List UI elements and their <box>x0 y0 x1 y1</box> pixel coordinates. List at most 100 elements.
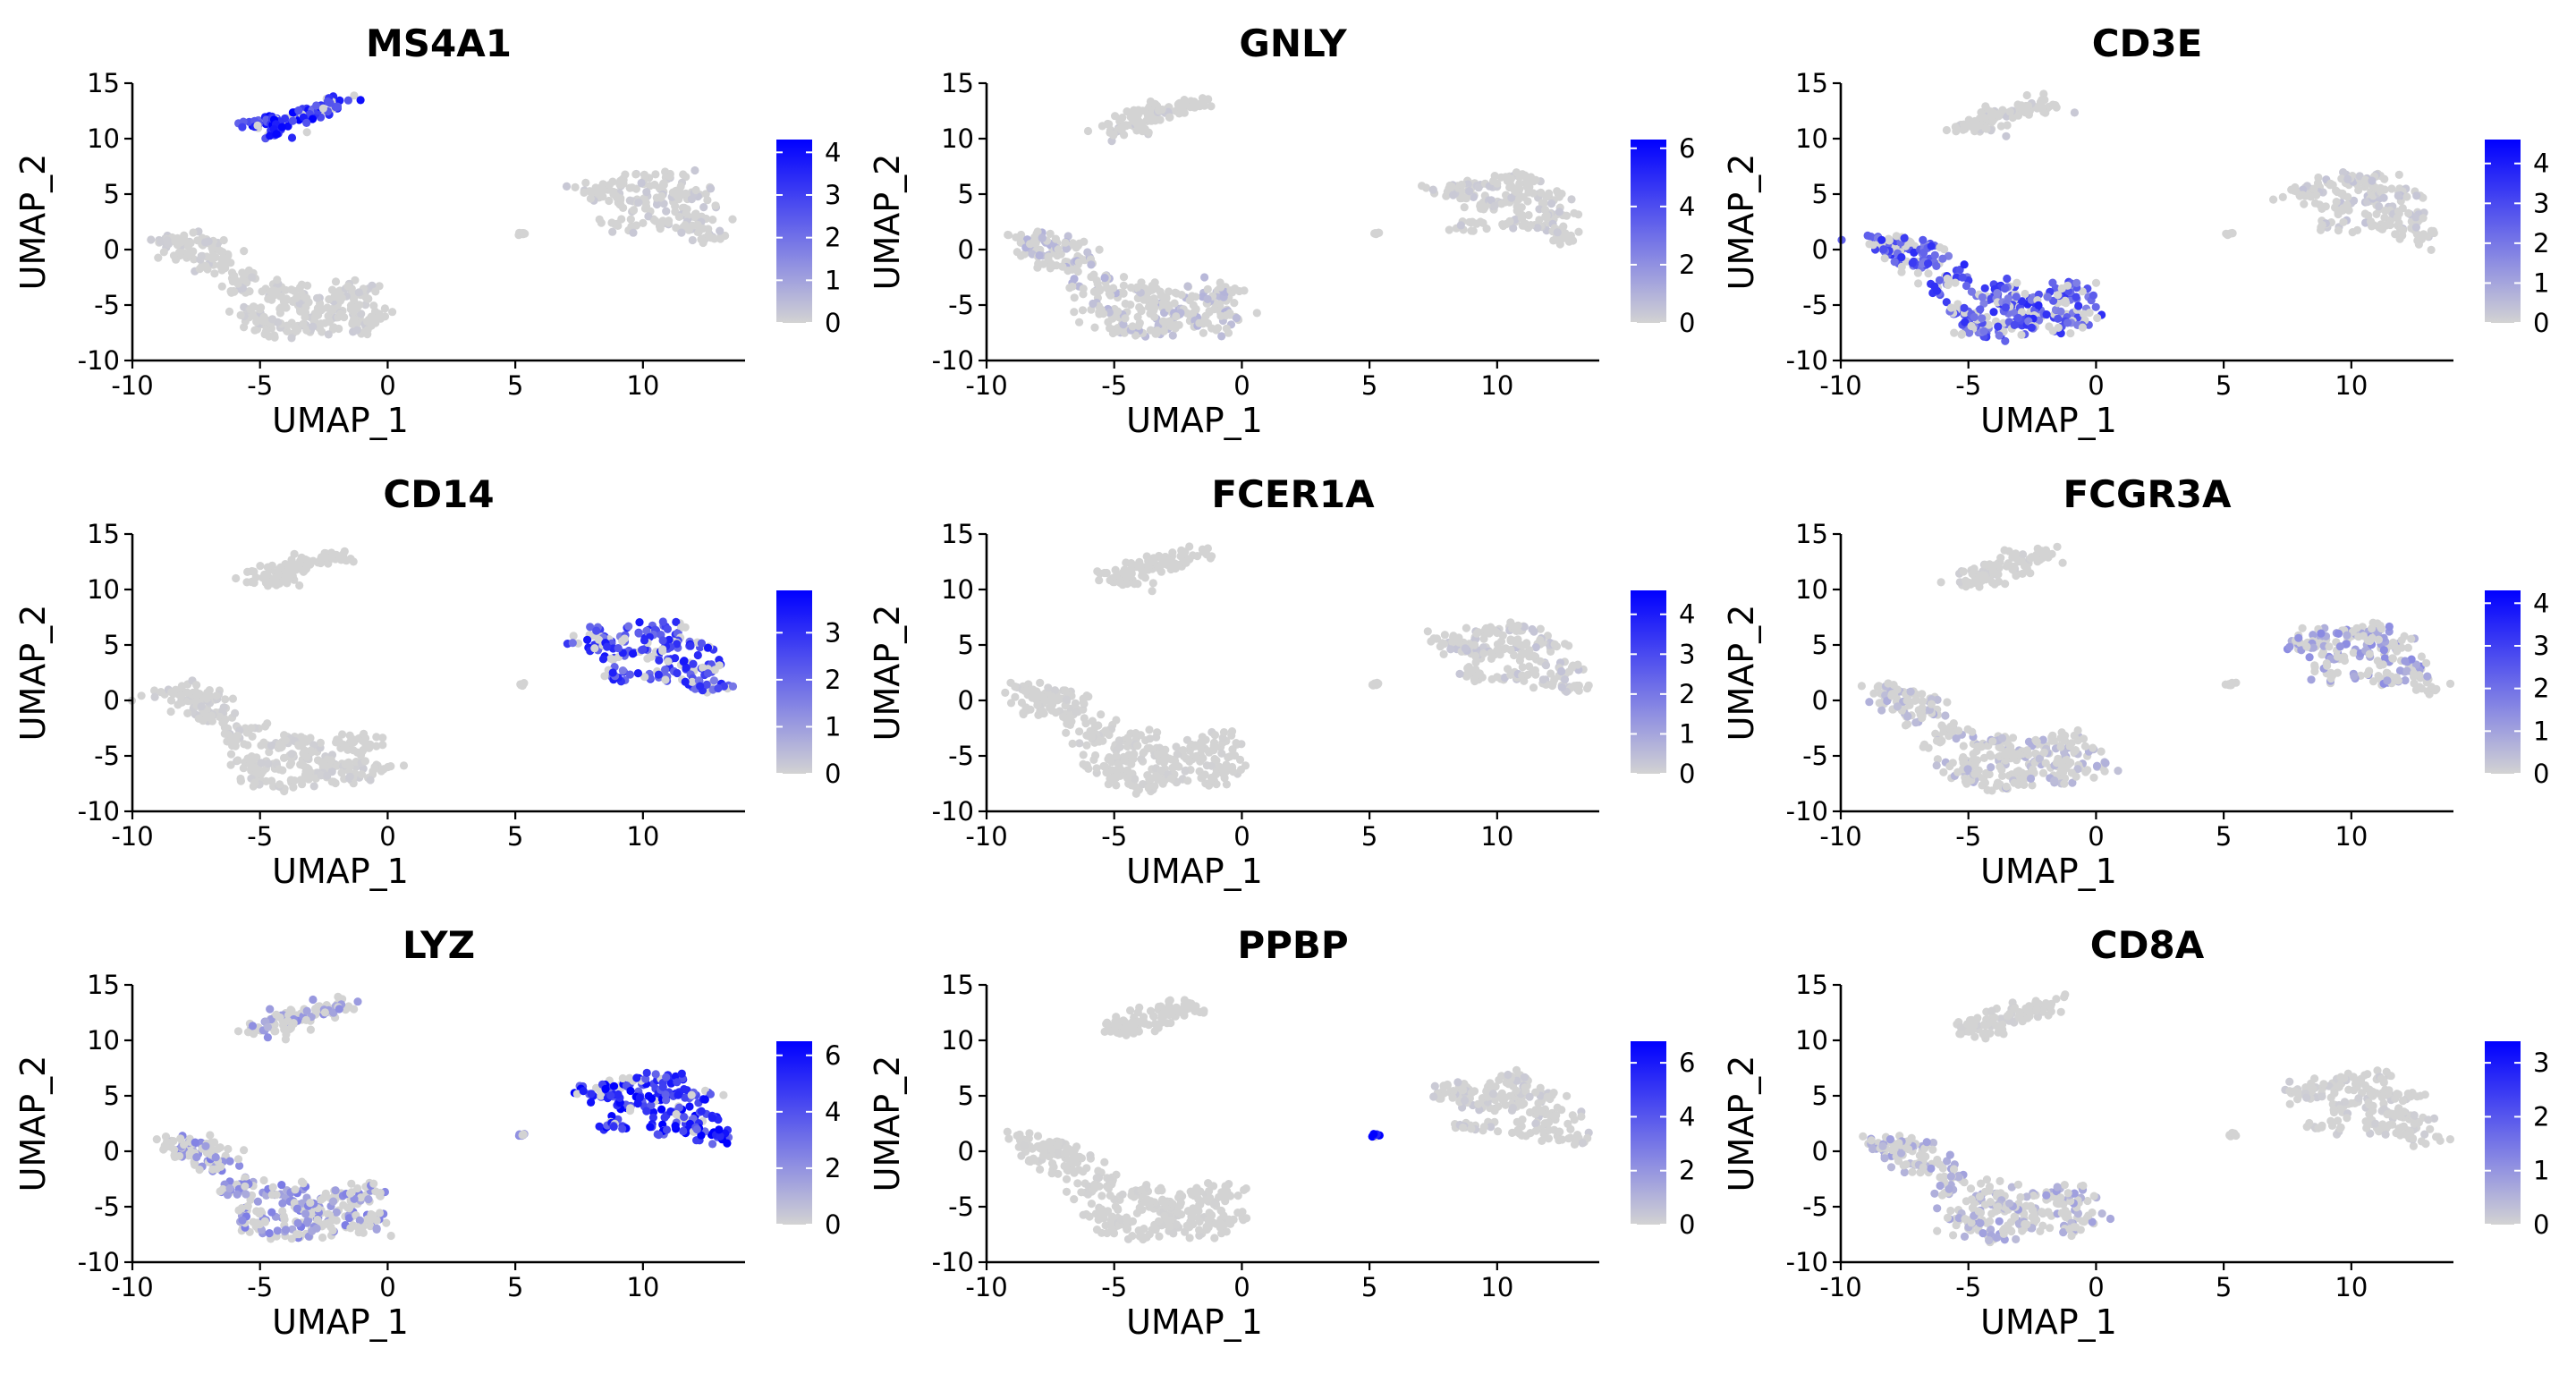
x-tick-label: -5 <box>1955 370 1981 401</box>
cell-point <box>1180 99 1190 108</box>
cell-point <box>1079 290 1088 299</box>
cell-point <box>1035 250 1044 260</box>
cell-point <box>195 1166 204 1175</box>
cell-point <box>275 292 284 301</box>
cell-point <box>2014 767 2023 776</box>
cell-point <box>1557 683 1566 692</box>
cell-point <box>1932 761 1941 770</box>
cell-point <box>1963 765 1972 774</box>
cell-point <box>2397 636 2406 645</box>
cell-point <box>1584 681 1593 690</box>
cell-point <box>1527 173 1536 182</box>
cell-point <box>1911 695 1920 704</box>
colorbar-tick-label: 1 <box>1679 718 1695 749</box>
cell-point <box>1083 248 1092 257</box>
cell-point <box>2278 192 2287 201</box>
cell-point <box>261 327 270 336</box>
cell-point <box>605 196 614 206</box>
cell-point <box>2040 548 2049 557</box>
cell-point <box>1509 224 1518 233</box>
cell-point <box>2043 293 2052 301</box>
cell-point <box>267 1208 276 1217</box>
cell-point <box>284 562 293 571</box>
cell-point <box>655 656 664 665</box>
cell-point <box>2411 223 2420 232</box>
cell-point <box>230 271 239 280</box>
cell-point <box>639 218 648 227</box>
cell-point <box>378 741 387 750</box>
cell-point <box>1062 728 1071 737</box>
cell-point <box>2066 329 2075 338</box>
cell-point <box>236 776 245 785</box>
cell-point <box>1108 328 1117 338</box>
cell-point <box>1559 233 1568 242</box>
cell-point <box>1496 650 1504 659</box>
cell-point <box>233 279 242 288</box>
cell-point <box>258 317 267 326</box>
cell-point <box>583 635 592 644</box>
cell-point <box>1987 763 1996 772</box>
cell-point <box>1914 279 1923 288</box>
cell-point <box>210 269 219 278</box>
cell-point <box>1507 193 1516 202</box>
cell-point <box>696 682 705 691</box>
cell-point <box>1536 635 1545 645</box>
cell-point <box>1112 716 1121 725</box>
cell-point <box>253 121 262 130</box>
colorbar-tick-label: 4 <box>2533 588 2549 618</box>
cell-point <box>625 196 634 205</box>
cell-point <box>1225 752 1234 761</box>
cell-point <box>2366 636 2375 646</box>
cell-point <box>1537 188 1546 197</box>
cell-point <box>260 722 270 731</box>
cell-point <box>1910 248 1919 257</box>
cell-point <box>277 1181 286 1190</box>
cell-point <box>2093 313 2102 323</box>
cell-point <box>2092 761 2102 770</box>
cell-point <box>267 742 275 751</box>
cell-point <box>150 692 159 701</box>
cell-point <box>1959 567 1968 576</box>
x-tick-label: -10 <box>965 370 1007 401</box>
cell-point <box>1135 557 1144 567</box>
cell-point <box>658 636 667 645</box>
cell-point <box>1092 764 1101 773</box>
cell-point <box>651 1070 660 1079</box>
panel-title: GNLY <box>1239 21 1347 65</box>
x-tick-label: 0 <box>379 821 395 852</box>
cell-point <box>1153 326 1162 335</box>
cell-point <box>686 641 695 650</box>
cell-point <box>1044 683 1053 692</box>
cell-point <box>233 1027 243 1036</box>
x-tick-label: 0 <box>379 370 395 401</box>
cell-point <box>352 326 361 335</box>
cell-point <box>1082 691 1091 700</box>
cell-point <box>1094 721 1103 730</box>
x-tick-label: 5 <box>507 821 523 852</box>
cell-point <box>2001 303 2010 312</box>
cell-point <box>1106 128 1114 137</box>
cell-point <box>2002 562 2012 571</box>
cell-point <box>2091 278 2101 287</box>
cell-point <box>1119 289 1128 298</box>
cell-point <box>2010 562 2019 572</box>
cell-point <box>2428 684 2437 693</box>
cell-point <box>388 308 397 317</box>
cell-point <box>1935 276 1945 284</box>
cell-point <box>1164 556 1174 565</box>
cell-point <box>2013 313 2023 323</box>
cell-point <box>1965 328 1974 337</box>
cell-point <box>1479 649 1488 658</box>
cell-point <box>173 233 182 242</box>
y-tick-label: 15 <box>941 519 974 549</box>
cell-point <box>2085 309 2094 318</box>
cell-point <box>1457 181 1466 190</box>
x-tick-label: -10 <box>111 370 153 401</box>
cell-point <box>643 654 652 663</box>
y-tick-label: 5 <box>1812 179 1828 209</box>
cell-point <box>2379 646 2388 655</box>
y-tick-label: 5 <box>1812 630 1828 660</box>
cell-point <box>1470 675 1479 684</box>
cell-point <box>595 215 604 224</box>
